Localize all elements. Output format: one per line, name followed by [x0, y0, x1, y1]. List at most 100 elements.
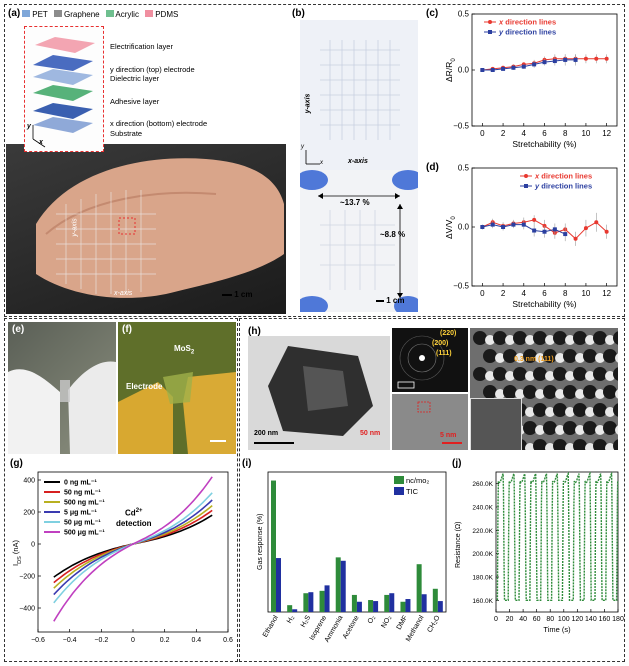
film-x-axis-label: x-axis	[348, 158, 368, 165]
atom-bright	[615, 425, 618, 435]
hrtem-small: 5 nm	[392, 394, 468, 450]
atomic-lattice-illustration	[473, 331, 618, 450]
data-point	[480, 68, 485, 72]
panel-e-label: (e)	[12, 324, 25, 335]
atom-bright	[595, 389, 605, 399]
panel-e: (e)	[8, 322, 116, 454]
data-point	[480, 225, 485, 229]
axis-y-letter: y	[27, 123, 31, 130]
panel-a-legend: PET Graphene Acrylic PDMS	[22, 10, 178, 19]
y-axis-label: ΔV/V0	[444, 216, 457, 239]
tem-scale-50nm: 50 nm	[360, 430, 381, 437]
legend-marker	[524, 184, 528, 188]
atom-bright	[495, 389, 505, 399]
atom-dark	[613, 367, 618, 381]
data-point	[542, 60, 547, 65]
electrode-grid-illustration	[305, 40, 400, 165]
panel-f: (f) MoS2 Electrode	[118, 322, 236, 454]
legend-item-pdms: PDMS	[144, 10, 178, 19]
x-tick-label: 10	[581, 289, 590, 298]
plane-111: (111)	[436, 350, 452, 357]
legend-label: 50 ng mL⁻¹	[64, 490, 101, 497]
atom-dark	[503, 385, 517, 399]
y-tick-label: −0.5	[453, 282, 469, 291]
atom-dark	[523, 385, 537, 399]
bar	[356, 601, 362, 612]
hand-photo	[6, 144, 286, 314]
atom-bright	[615, 353, 618, 363]
microscope-illustration	[118, 372, 236, 454]
atom-dark	[483, 349, 497, 363]
x-tick-label: 60	[533, 616, 541, 623]
strain-x-label: ~13.7 %	[340, 198, 370, 207]
x-tick-label: 160	[599, 616, 611, 623]
x-tick-label: 10	[581, 129, 590, 138]
chart-g: −400 −200 0 200 400 −0.6 −0.4 −0.2 0 0.2 0.4 0.6 IDS…	[11, 471, 233, 644]
atom-dark	[493, 331, 507, 345]
y-tick-label: 0.5	[458, 164, 470, 173]
resistance-trace	[496, 471, 619, 601]
atom-bright	[545, 335, 555, 345]
atom-bright	[515, 353, 525, 363]
x-tick-label: 80	[546, 616, 554, 623]
bar	[400, 601, 406, 612]
layer-x-electrode: x direction (bottom) electrode	[110, 119, 208, 128]
x-tick-label: 140	[585, 616, 597, 623]
atom-bright	[535, 353, 545, 363]
atom-dark	[473, 367, 487, 381]
y-axis-label: IDS (nA)	[11, 540, 23, 566]
legend-label: 0 ng mL⁻¹	[64, 480, 98, 487]
bar	[437, 601, 443, 612]
legend-label: y direction lines	[498, 28, 556, 37]
atom-dark	[533, 403, 547, 417]
y-tick-label: 0.5	[458, 10, 470, 19]
atomic-lattice: 0.3 nm (111)	[470, 328, 618, 450]
atom-bright	[555, 353, 565, 363]
layer-substrate: Substrate	[110, 128, 143, 138]
bar	[324, 585, 330, 612]
legend-marker	[488, 20, 492, 24]
panel-j: (j) 160.0K 180.0K 200.0K 220.0K 240.0K 260.0K…	[452, 458, 624, 660]
data-point	[552, 59, 557, 64]
data-point	[521, 222, 526, 227]
x-tick-label: 0	[131, 637, 135, 644]
atom-bright	[555, 425, 565, 435]
legend-label: TIC	[406, 487, 419, 496]
chart-i: Gas response (%)Ethanol H₂ H₂SIsopreneAmmo…	[257, 471, 447, 644]
data-point	[563, 232, 568, 237]
atom-dark	[553, 439, 567, 450]
y-tick-label: 240.0K	[472, 505, 493, 512]
atom-bright	[615, 389, 618, 399]
x-tick-label: 12	[602, 129, 611, 138]
y-axis-label-sub: 0	[451, 58, 457, 62]
x-tick-label: 100	[558, 616, 570, 623]
atom-bright	[505, 335, 515, 345]
tem-image: 200 nm 50 nm	[248, 336, 390, 450]
category-label: Acetone	[342, 614, 361, 640]
legend-label-rest: direction lines	[541, 182, 592, 191]
atom-dark	[543, 421, 557, 435]
bar	[368, 600, 374, 612]
data-point	[583, 226, 588, 231]
fft-inset	[470, 398, 522, 450]
category-label: O₂	[367, 614, 377, 625]
strain-y-label: ~8.8 %	[380, 230, 406, 239]
y-tick-label: 200.0K	[472, 551, 493, 558]
x-tick-label: 6	[542, 289, 547, 298]
bar	[373, 601, 379, 612]
data-point	[501, 225, 506, 229]
category-label: Ethanol	[262, 614, 280, 638]
atom-bright	[565, 335, 575, 345]
atom-bright	[595, 425, 605, 435]
bar	[308, 592, 314, 612]
plane-200: (200)	[432, 340, 449, 347]
atom-bright	[595, 353, 605, 363]
legend-item-acrylic: Acrylic	[105, 10, 139, 19]
top-section-border	[4, 4, 625, 317]
chart-c: −0.5 0.0 0.5 0 2 4 6 8 10 12 Stretchability (%) ΔR/…	[444, 10, 618, 149]
atom-bright	[605, 371, 615, 381]
atom-dark	[493, 367, 507, 381]
bar	[335, 557, 341, 612]
atom-dark	[563, 385, 577, 399]
legend-label-rest: direction lines	[505, 28, 556, 37]
